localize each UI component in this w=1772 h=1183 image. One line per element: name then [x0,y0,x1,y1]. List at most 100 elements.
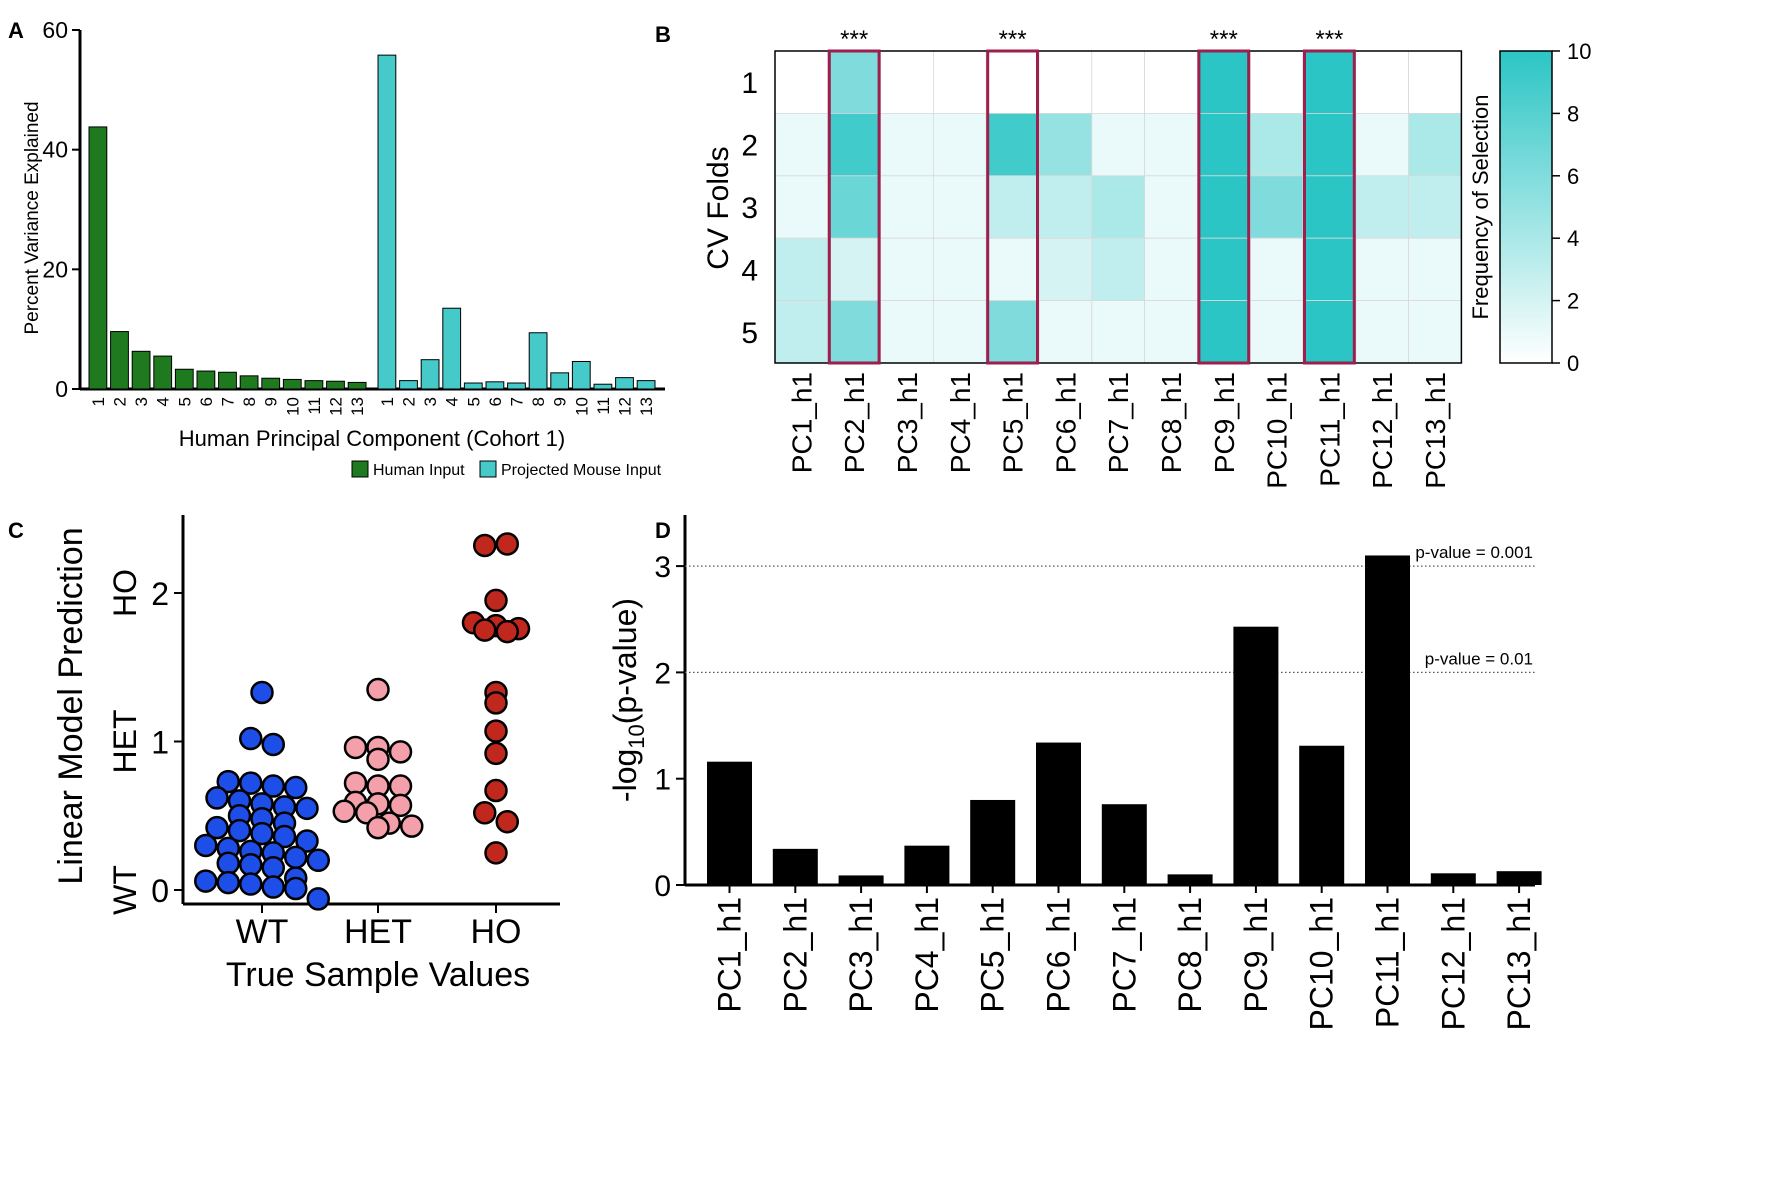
b-highlight-box [1303,49,1356,365]
c-point-ho [495,619,519,644]
c-point-wt [205,786,229,810]
a-bar-mouse [463,382,483,390]
c-point-het [400,814,424,838]
c-point-wt [306,887,330,911]
a-bar-human [110,331,129,390]
b-heat-cell [827,175,881,239]
b-heat-cell [1355,113,1410,177]
b-row-label: 2 [741,130,758,163]
b-significance-label: *** [999,26,1027,53]
c-point-ho [484,741,508,766]
b-heat-cell [774,175,829,239]
c-point-het [343,735,368,760]
a-legend-swatch-mouse [479,460,497,478]
c-point-ho [484,719,508,743]
c-point-wt [239,872,263,896]
b-heat-cell [1302,300,1357,364]
c-point-wt [239,726,263,751]
c-point-wt [239,771,263,795]
b-highlight-box [986,49,1040,365]
b-heat-cell [774,237,829,301]
a-x-tick-label: 8 [240,397,259,406]
c-point-wt [216,769,240,794]
b-colorbar-tick-label: 4 [1567,226,1579,251]
b-heat-cell [1197,175,1251,239]
c-point-ho [484,691,508,715]
d-bar [1299,745,1345,885]
c-point-wt [227,818,252,843]
b-highlight-box [827,49,881,365]
d-y-axis-title-suffix: (p-value) [607,598,643,724]
b-heat-cell [985,113,1040,177]
b-heat-cell [827,237,881,301]
b-heat-cell [1038,113,1093,177]
d-y-tick-label: 3 [654,551,671,584]
b-heat-cell [933,300,987,364]
d-y-axis-title: -log10(p-value) [607,598,649,802]
a-y-tick-label: 60 [42,17,68,43]
a-bar-human [282,378,302,390]
a-x-tick-label: 5 [464,397,483,406]
b-heat-cell [1249,175,1304,239]
b-heat-cell [1249,50,1304,114]
a-bar-mouse [399,380,418,390]
a-x-tick-label: 8 [529,397,548,406]
d-x-tick-label: PC6_h1 [1041,897,1077,1013]
c-point-wt [261,855,285,880]
b-row-label: 3 [741,192,758,225]
b-colorbar-tick-label: 0 [1567,351,1579,376]
b-heat-cell [1144,300,1198,364]
b-heatmap-frame [774,50,1463,364]
b-heat-cell [1144,50,1198,114]
c-point-wt [216,851,240,876]
d-y-tick-label: 2 [654,657,671,690]
c-y-tick-label: 2 [151,576,169,612]
a-bar-human [347,381,367,390]
b-row-label: 5 [741,317,758,350]
b-heat-cell [880,300,934,364]
c-point-het [343,771,368,795]
a-bar-mouse [593,383,613,390]
a-x-tick-label: 9 [262,397,281,406]
a-bar-human [131,350,151,390]
panel-c-prediction-scatter: 0 1 2 WT HET HO Linear Model Prediction WT HET HO… [52,515,560,994]
a-legend-label-mouse: Projected Mouse Input [501,462,662,479]
c-x-tick-label: HO [471,913,522,951]
b-heat-cell [933,50,987,114]
c-point-wt [216,870,240,895]
b-heat-cell [1302,113,1357,177]
a-bar-human [239,375,259,390]
c-point-ho [495,809,519,834]
c-x-tick-label: HET [344,913,412,951]
c-point-ho [484,778,508,803]
b-heat-cell [1038,175,1093,239]
d-bar [1233,626,1279,885]
a-x-tick-label: 4 [443,397,462,406]
a-bar-mouse [636,380,656,390]
b-column-label: PC7_h1 [1103,372,1134,473]
d-reference-label: p-value = 0.001 [1415,543,1533,562]
b-heat-cell [1197,237,1251,301]
panel-label-c: C [8,518,24,543]
d-bar [1101,804,1147,885]
d-y-tick-label: 0 [654,870,671,903]
a-y-tick-label: 0 [55,376,68,402]
a-bar-human [261,377,281,390]
b-heat-cell [1091,300,1146,364]
c-point-wt [295,796,319,821]
a-legend-label-human: Human Input [373,462,465,479]
panel-d-pvalue-chart: 0 1 2 3 p-value = 0.001 p-value = 0.01 -log10(… [607,515,1542,1030]
c-point-ho [473,533,497,558]
a-bar-mouse [485,381,505,390]
c-point-wt [284,775,308,800]
b-significance-label: *** [840,26,868,53]
d-bar [970,799,1016,885]
c-x-axis-title: True Sample Values [226,956,530,994]
c-y-axis-title: Linear Model Prediction [52,527,90,884]
a-bar-human [218,371,237,390]
a-bar-mouse [571,360,591,390]
a-bar-mouse [528,332,548,390]
b-heat-cell [1144,237,1198,301]
a-x-tick-label: 6 [486,397,505,406]
c-point-wt [261,774,285,798]
